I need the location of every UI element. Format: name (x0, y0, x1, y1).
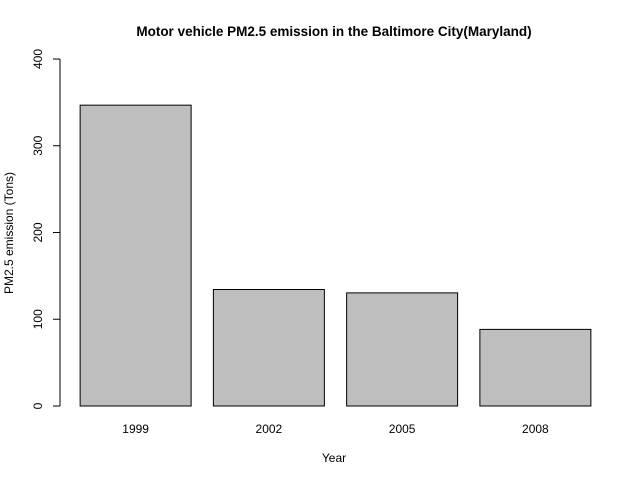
y-axis-label: PM2.5 emission (Tons) (2, 172, 16, 294)
y-tick-label: 100 (31, 309, 45, 329)
bar-2008 (479, 328, 592, 407)
bars-group (79, 104, 592, 407)
x-axis-label: Year (322, 451, 346, 465)
x-tick-label: 2008 (522, 422, 549, 436)
y-tick-label: 400 (31, 49, 45, 69)
y-tick-label: 300 (31, 135, 45, 155)
y-tick-label: 200 (31, 222, 45, 242)
x-tick-label: 1999 (122, 422, 149, 436)
chart-title: Motor vehicle PM2.5 emission in the Balt… (136, 24, 531, 39)
x-tick-labels: 1999 2002 2005 2008 (122, 422, 549, 436)
bar-2002 (212, 288, 325, 407)
bar-1999 (79, 104, 192, 407)
bar-2005 (346, 292, 459, 407)
y-tick-label: 0 (31, 402, 45, 409)
x-tick-label: 2002 (256, 422, 283, 436)
x-tick-label: 2005 (389, 422, 416, 436)
y-axis: 0 100 200 300 400 (31, 49, 61, 409)
